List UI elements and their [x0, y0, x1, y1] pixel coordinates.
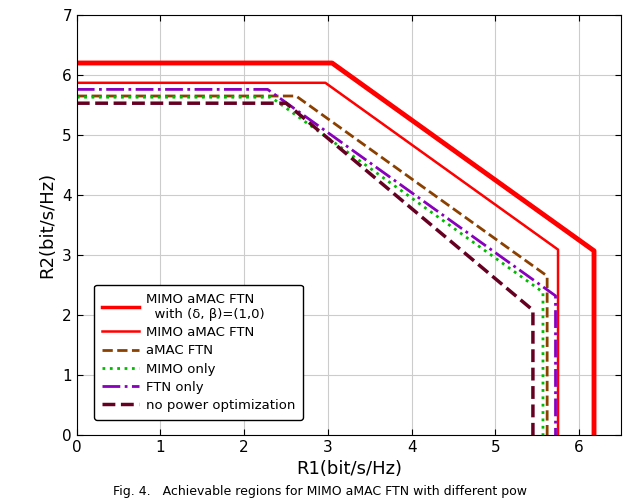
Y-axis label: R2(bit/s/Hz): R2(bit/s/Hz): [38, 172, 56, 278]
X-axis label: R1(bit/s/Hz): R1(bit/s/Hz): [296, 460, 402, 478]
Text: Fig. 4.   Achievable regions for MIMO aMAC FTN with different pow: Fig. 4. Achievable regions for MIMO aMAC…: [113, 485, 527, 498]
Legend: MIMO aMAC FTN
  with (δ, β)=(1,0), MIMO aMAC FTN, aMAC FTN, MIMO only, FTN only,: MIMO aMAC FTN with (δ, β)=(1,0), MIMO aM…: [94, 285, 303, 420]
